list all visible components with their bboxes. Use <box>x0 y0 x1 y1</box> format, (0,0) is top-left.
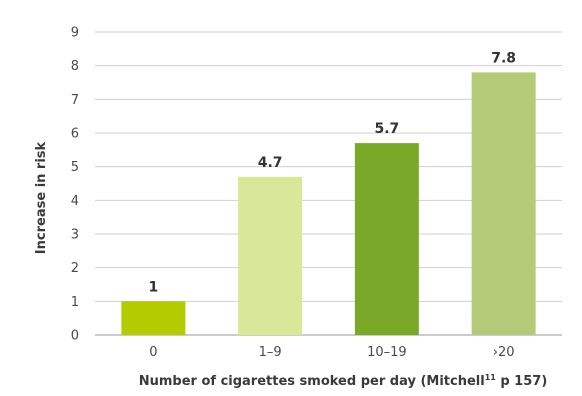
x-tick-label: 1–9 <box>259 345 282 360</box>
x-tick-label: ›20 <box>493 345 515 360</box>
y-tick-label: 8 <box>71 59 79 74</box>
bar-value-label: 4.7 <box>258 155 283 171</box>
y-tick-label: 2 <box>71 261 79 276</box>
y-tick-label: 0 <box>71 329 79 344</box>
y-tick-label: 1 <box>71 295 79 310</box>
y-tick-label: 6 <box>71 127 79 142</box>
bars <box>121 72 536 336</box>
bar <box>471 72 536 336</box>
value-labels: 1 4.7 5.7 7.8 <box>149 50 517 295</box>
x-axis-label-superscript: 11 <box>485 373 497 382</box>
x-tick-label: 10–19 <box>367 345 407 360</box>
y-axis-ticks: 0 1 2 3 4 5 6 7 8 9 <box>71 26 79 344</box>
y-tick-label: 5 <box>71 160 79 175</box>
bar-value-label: 7.8 <box>491 50 516 66</box>
y-axis-label: Increase in risk <box>34 141 49 254</box>
x-axis-label: Number of cigarettes smoked per day (Mit… <box>139 373 548 389</box>
y-tick-label: 4 <box>71 194 79 209</box>
y-tick-label: 7 <box>71 93 79 108</box>
y-tick-label: 3 <box>71 228 79 243</box>
x-axis-label-main: Number of cigarettes smoked per day (Mit… <box>139 374 485 389</box>
y-tick-label: 9 <box>71 26 79 41</box>
bar <box>354 143 419 335</box>
x-tick-label: 0 <box>149 345 157 360</box>
bar-value-label: 1 <box>149 279 159 295</box>
bar-value-label: 5.7 <box>374 121 399 137</box>
x-axis-label-suffix: p 157) <box>496 374 547 389</box>
x-axis-ticks: 0 1–9 10–19 ›20 <box>149 345 514 360</box>
bar <box>121 301 186 335</box>
bar <box>238 176 303 335</box>
